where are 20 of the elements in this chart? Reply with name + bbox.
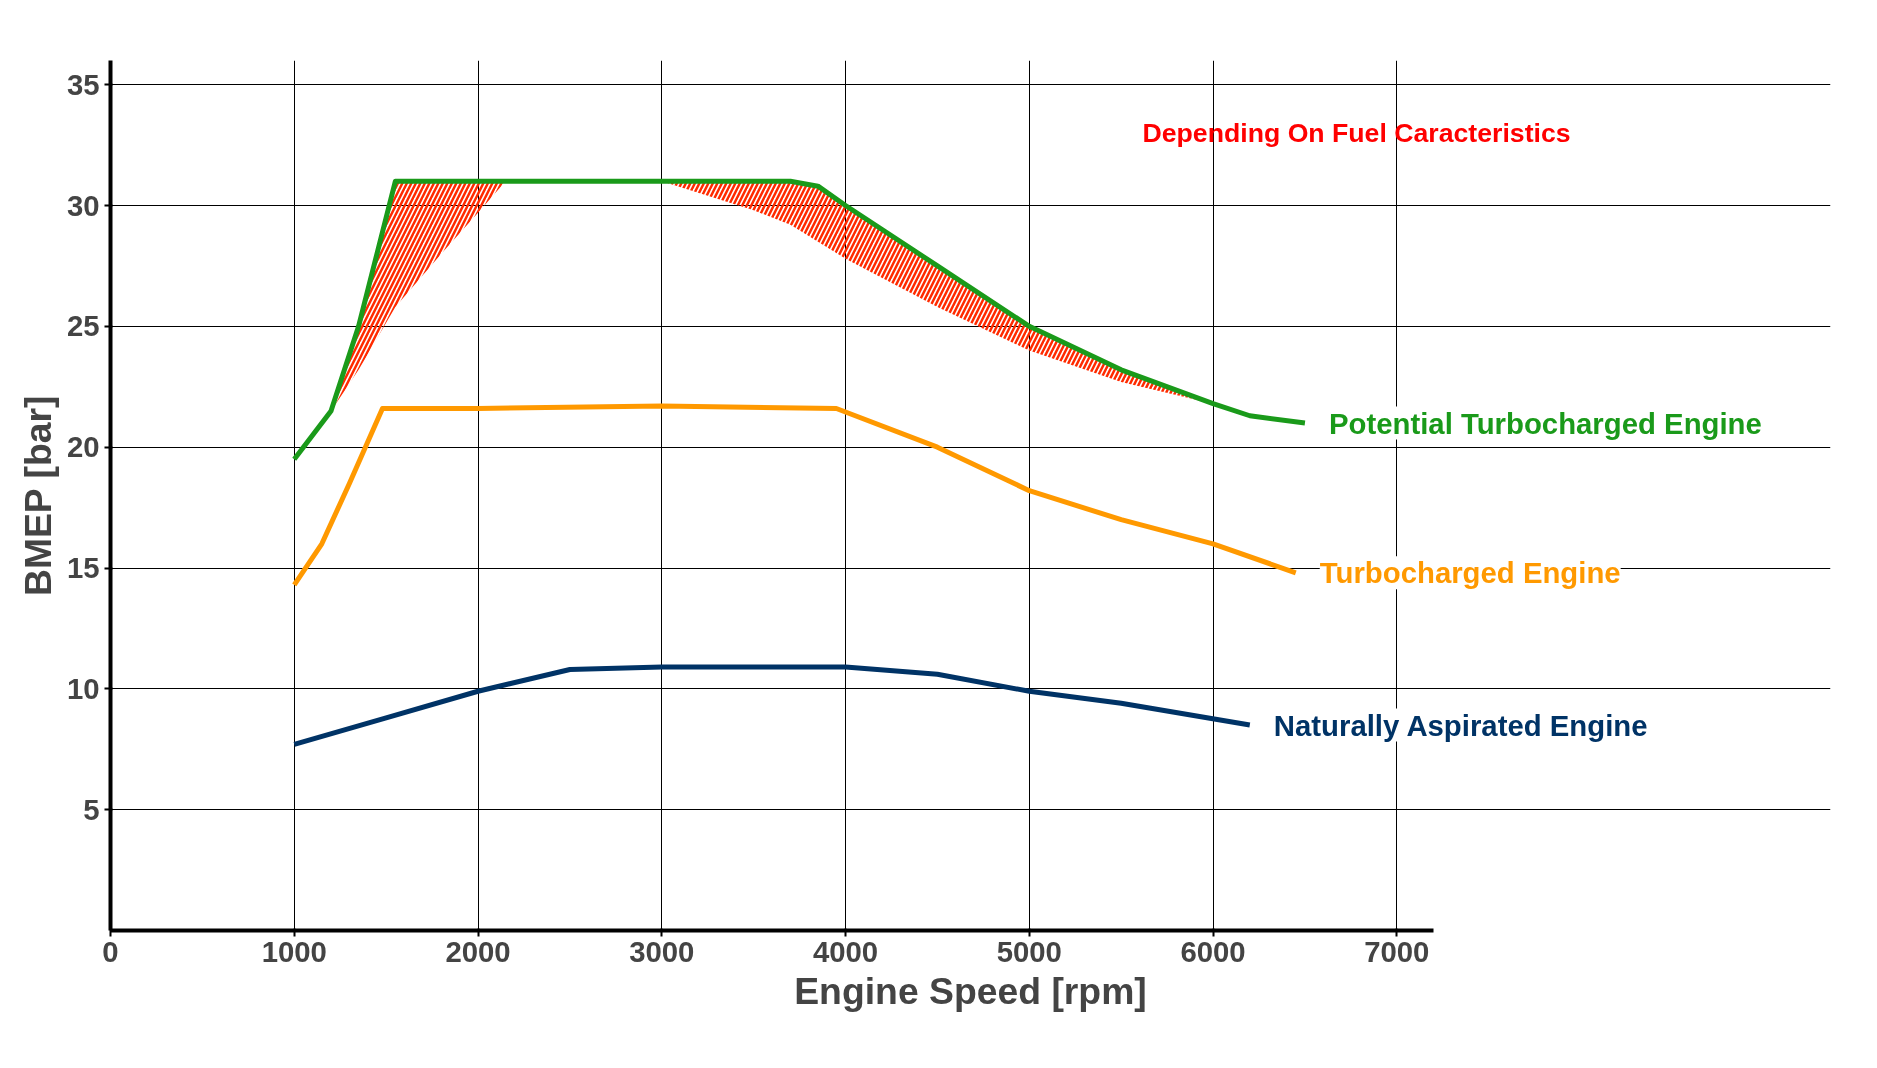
y-tick-label: 25 (66, 309, 100, 343)
x-tick-label: 1000 (261, 934, 327, 968)
y-tick-label: 15 (66, 551, 100, 584)
series-label: Naturally Aspirated Engine (1273, 708, 1648, 742)
y-axis-title: BMEP [bar] (16, 395, 59, 597)
x-tick-label: 7000 (1364, 934, 1430, 968)
y-tick-label: 5 (83, 792, 100, 826)
y-tick-label: 10 (66, 671, 100, 705)
x-tick-label: 2000 (445, 934, 511, 968)
x-tick-label: 3000 (629, 934, 695, 968)
y-tick-label: 30 (66, 188, 100, 222)
x-tick-label: 4000 (812, 934, 879, 968)
y-tick-label: 20 (66, 430, 100, 464)
series-label: Turbocharged Engine (1319, 556, 1621, 590)
x-tick-label: 0 (102, 934, 119, 968)
x-tick-label: 5000 (996, 934, 1062, 968)
x-tick-label: 6000 (1180, 934, 1246, 968)
series-label: Potential Turbocharged Engine (1328, 406, 1762, 440)
x-axis-title: Engine Speed [rpm] (794, 969, 1147, 1012)
y-tick-label: 35 (66, 67, 100, 101)
